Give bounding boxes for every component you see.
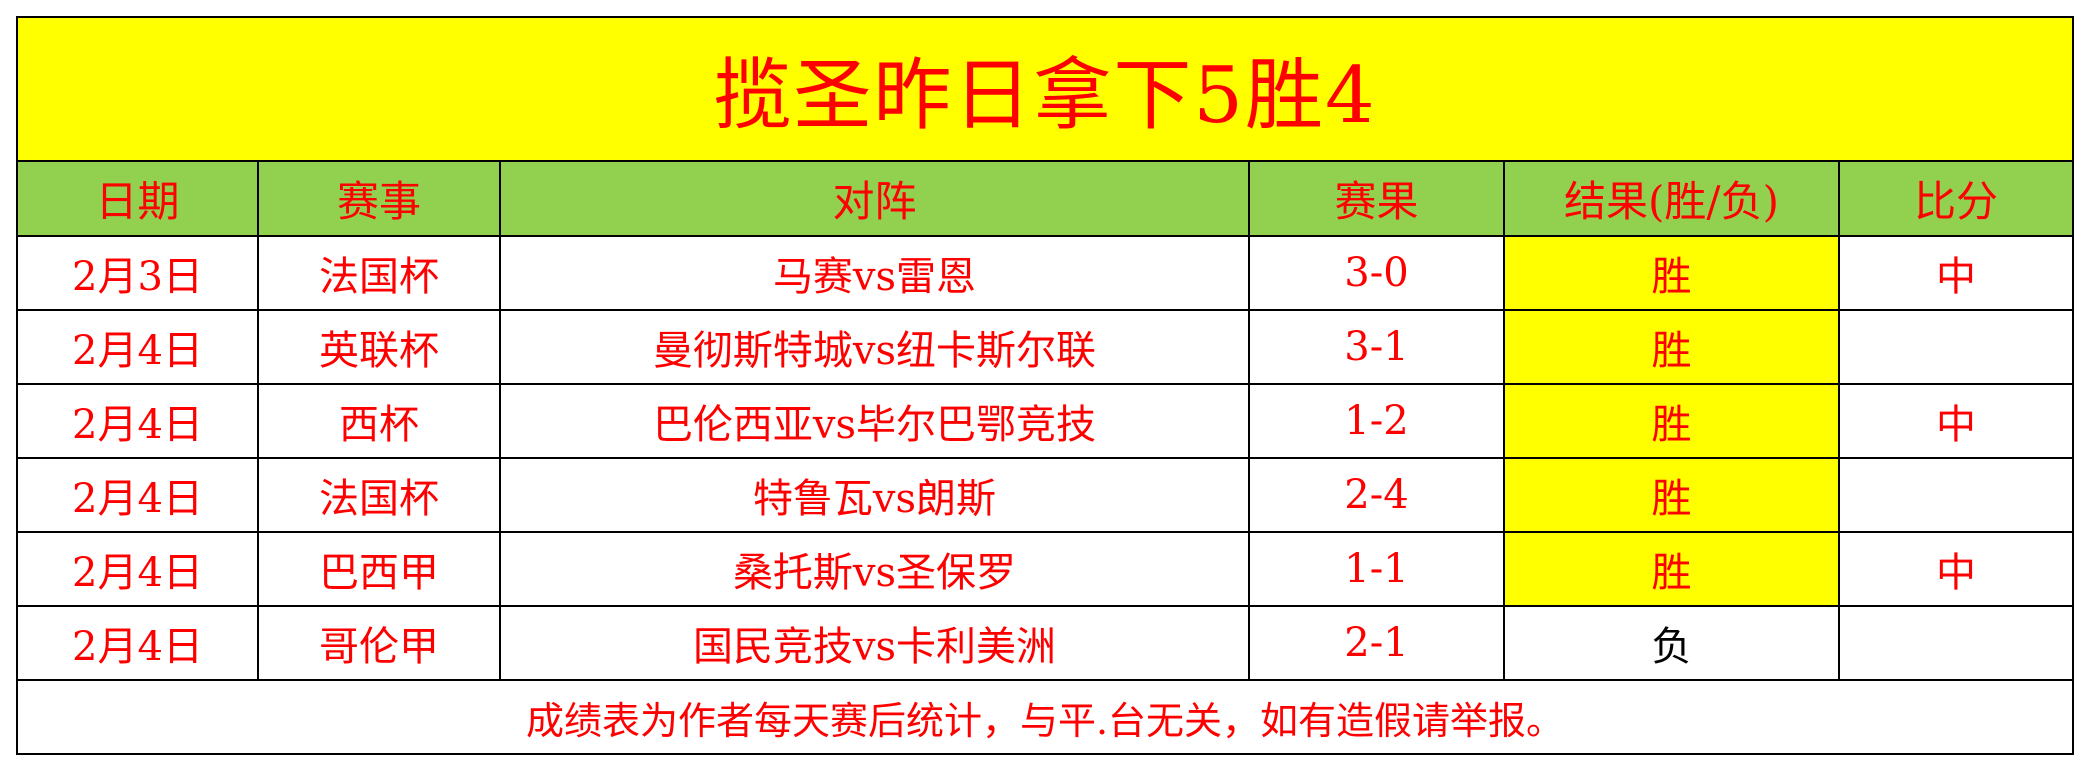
table-row: 2月4日 哥伦甲 国民竞技vs卡利美洲 2-1 负: [16, 605, 2075, 681]
league-cell: 英联杯: [257, 309, 501, 385]
table-row: 2月4日 英联杯 曼彻斯特城vs纽卡斯尔联 3-1 胜: [16, 309, 2075, 385]
header-match: 对阵: [499, 160, 1250, 237]
score-cell: 1-2: [1248, 383, 1505, 459]
result-cell: 胜: [1503, 235, 1840, 311]
mark-cell: [1837, 309, 2075, 385]
header-result: 结果(胜/负): [1503, 160, 1840, 237]
match-cell: 马赛vs雷恩: [499, 235, 1250, 311]
score-cell: 2-1: [1248, 605, 1505, 681]
mark-cell: 中: [1837, 531, 2075, 607]
mark-cell: [1837, 457, 2075, 533]
table-row: 2月4日 巴西甲 桑托斯vs圣保罗 1-1 胜中: [16, 531, 2075, 607]
score-cell: 1-1: [1248, 531, 1505, 607]
result-cell: 负: [1503, 605, 1840, 681]
league-cell: 西杯: [257, 383, 501, 459]
score-cell: 3-1: [1248, 309, 1505, 385]
score-cell: 3-0: [1248, 235, 1505, 311]
result-cell: 胜: [1503, 309, 1840, 385]
date-cell: 2月4日: [16, 383, 259, 459]
league-cell: 法国杯: [257, 235, 501, 311]
table-row: 2月3日 法国杯 马赛vs雷恩 3-0 胜中: [16, 235, 2075, 311]
mark-cell: 中: [1837, 235, 2075, 311]
date-cell: 2月4日: [16, 531, 259, 607]
date-cell: 2月3日: [16, 235, 259, 311]
date-cell: 2月4日: [16, 605, 259, 681]
match-cell: 国民竞技vs卡利美洲: [499, 605, 1250, 681]
match-cell: 巴伦西亚vs毕尔巴鄂竞技: [499, 383, 1250, 459]
header-date: 日期: [16, 160, 259, 237]
table-row: 2月4日 西杯 巴伦西亚vs毕尔巴鄂竞技 1-2 胜中: [16, 383, 2075, 459]
match-cell: 曼彻斯特城vs纽卡斯尔联: [499, 309, 1250, 385]
result-cell: 胜: [1503, 383, 1840, 459]
date-cell: 2月4日: [16, 309, 259, 385]
match-cell: 桑托斯vs圣保罗: [499, 531, 1250, 607]
score-cell: 2-4: [1248, 457, 1505, 533]
header-score: 赛果: [1248, 160, 1505, 237]
date-cell: 2月4日: [16, 457, 259, 533]
mark-cell: [1837, 605, 2075, 681]
header-mark: 比分: [1837, 160, 2075, 237]
header-league: 赛事: [257, 160, 501, 237]
results-table: 揽圣昨日拿下5胜4 日期 赛事 对阵 赛果 结果(胜/负) 比分 2月3日 法国杯…: [15, 16, 2075, 755]
league-cell: 巴西甲: [257, 531, 501, 607]
header-row: 日期 赛事 对阵 赛果 结果(胜/负) 比分: [16, 160, 2075, 237]
mark-cell: 中: [1837, 383, 2075, 459]
result-cell: 胜: [1503, 531, 1840, 607]
league-cell: 哥伦甲: [257, 605, 501, 681]
table-row: 2月4日 法国杯 特鲁瓦vs朗斯 2-4 胜: [16, 457, 2075, 533]
league-cell: 法国杯: [257, 457, 501, 533]
table-title: 揽圣昨日拿下5胜4: [15, 16, 2075, 162]
match-cell: 特鲁瓦vs朗斯: [499, 457, 1250, 533]
footer-note: 成绩表为作者每天赛后统计，与平.台无关，如有造假请举报。: [15, 679, 2075, 755]
result-cell: 胜: [1503, 457, 1840, 533]
